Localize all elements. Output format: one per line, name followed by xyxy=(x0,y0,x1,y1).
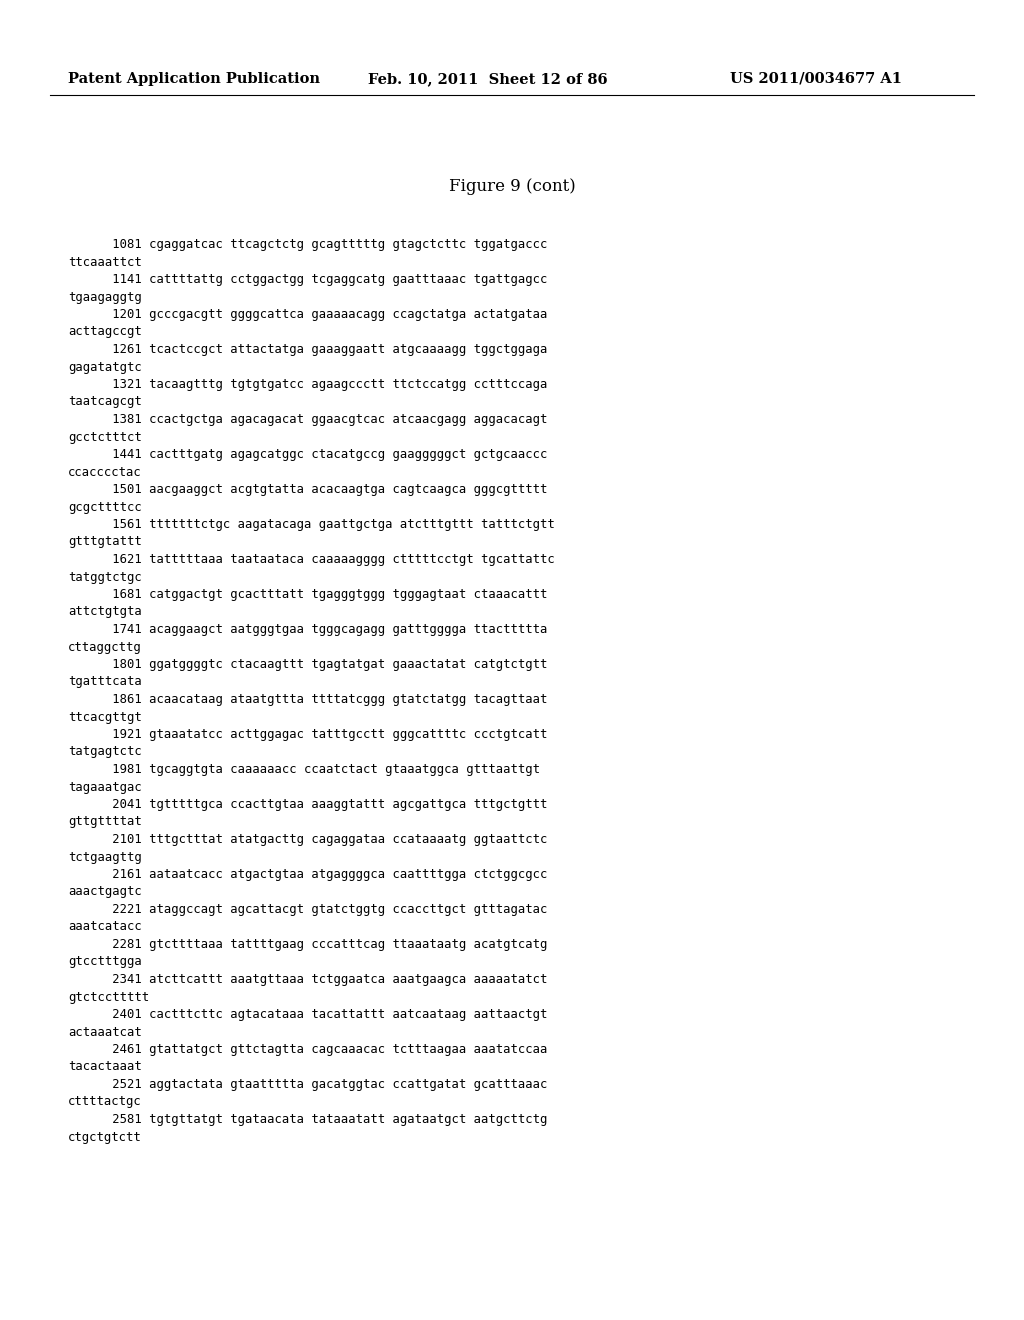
Text: 1621 tatttttaaa taataataca caaaaagggg ctttttcctgt tgcattattc: 1621 tatttttaaa taataataca caaaaagggg ct… xyxy=(68,553,555,566)
Text: aaatcatacc: aaatcatacc xyxy=(68,920,141,933)
Text: 2581 tgtgttatgt tgataacata tataaatatt agataatgct aatgcttctg: 2581 tgtgttatgt tgataacata tataaatatt ag… xyxy=(68,1113,548,1126)
Text: 2221 ataggccagt agcattacgt gtatctggtg ccaccttgct gtttagatac: 2221 ataggccagt agcattacgt gtatctggtg cc… xyxy=(68,903,548,916)
Text: actaaatcat: actaaatcat xyxy=(68,1026,141,1039)
Text: tctgaagttg: tctgaagttg xyxy=(68,850,141,863)
Text: 2521 aggtactata gtaattttta gacatggtac ccattgatat gcatttaaac: 2521 aggtactata gtaattttta gacatggtac cc… xyxy=(68,1078,548,1092)
Text: 1141 cattttattg cctggactgg tcgaggcatg gaatttaaac tgattgagcc: 1141 cattttattg cctggactgg tcgaggcatg ga… xyxy=(68,273,548,286)
Text: Figure 9 (cont): Figure 9 (cont) xyxy=(449,178,575,195)
Text: tatggtctgc: tatggtctgc xyxy=(68,570,141,583)
Text: 1981 tgcaggtgta caaaaaacc ccaatctact gtaaatggca gtttaattgt: 1981 tgcaggtgta caaaaaacc ccaatctact gta… xyxy=(68,763,540,776)
Text: 1081 cgaggatcac ttcagctctg gcagtttttg gtagctcttc tggatgaccc: 1081 cgaggatcac ttcagctctg gcagtttttg gt… xyxy=(68,238,548,251)
Text: ttcacgttgt: ttcacgttgt xyxy=(68,710,141,723)
Text: 1801 ggatggggtc ctacaagttt tgagtatgat gaaactatat catgtctgtt: 1801 ggatggggtc ctacaagttt tgagtatgat ga… xyxy=(68,657,548,671)
Text: aaactgagtc: aaactgagtc xyxy=(68,886,141,899)
Text: 1501 aacgaaggct acgtgtatta acacaagtga cagtcaagca gggcgttttt: 1501 aacgaaggct acgtgtatta acacaagtga ca… xyxy=(68,483,548,496)
Text: 1441 cactttgatg agagcatggc ctacatgccg gaagggggct gctgcaaccc: 1441 cactttgatg agagcatggc ctacatgccg ga… xyxy=(68,447,548,461)
Text: Patent Application Publication: Patent Application Publication xyxy=(68,73,319,86)
Text: taatcagcgt: taatcagcgt xyxy=(68,396,141,408)
Text: attctgtgta: attctgtgta xyxy=(68,606,141,619)
Text: 2101 tttgctttat atatgacttg cagaggataa ccataaaatg ggtaattctc: 2101 tttgctttat atatgacttg cagaggataa cc… xyxy=(68,833,548,846)
Text: tatgagtctc: tatgagtctc xyxy=(68,746,141,759)
Text: 2401 cactttcttc agtacataaa tacattattt aatcaataag aattaactgt: 2401 cactttcttc agtacataaa tacattattt aa… xyxy=(68,1008,548,1020)
Text: 2161 aataatcacc atgactgtaa atgaggggca caattttgga ctctggcgcc: 2161 aataatcacc atgactgtaa atgaggggca ca… xyxy=(68,869,548,880)
Text: ccacccctac: ccacccctac xyxy=(68,466,141,479)
Text: ctgctgtctt: ctgctgtctt xyxy=(68,1130,141,1143)
Text: 2461 gtattatgct gttctagtta cagcaaacac tctttaagaa aaatatccaa: 2461 gtattatgct gttctagtta cagcaaacac tc… xyxy=(68,1043,548,1056)
Text: gtcctttgga: gtcctttgga xyxy=(68,956,141,969)
Text: 1201 gcccgacgtt ggggcattca gaaaaacagg ccagctatga actatgataa: 1201 gcccgacgtt ggggcattca gaaaaacagg cc… xyxy=(68,308,548,321)
Text: US 2011/0034677 A1: US 2011/0034677 A1 xyxy=(730,73,902,86)
Text: gtctccttttt: gtctccttttt xyxy=(68,990,150,1003)
Text: 1921 gtaaatatcc acttggagac tatttgcctt gggcattttc ccctgtcatt: 1921 gtaaatatcc acttggagac tatttgcctt gg… xyxy=(68,729,548,741)
Text: cttttactgc: cttttactgc xyxy=(68,1096,141,1109)
Text: 1381 ccactgctga agacagacat ggaacgtcac atcaacgagg aggacacagt: 1381 ccactgctga agacagacat ggaacgtcac at… xyxy=(68,413,548,426)
Text: gcgcttttcc: gcgcttttcc xyxy=(68,500,141,513)
Text: gagatatgtc: gagatatgtc xyxy=(68,360,141,374)
Text: cttaggcttg: cttaggcttg xyxy=(68,640,141,653)
Text: 1321 tacaagtttg tgtgtgatcc agaagccctt ttctccatgg cctttccaga: 1321 tacaagtttg tgtgtgatcc agaagccctt tt… xyxy=(68,378,548,391)
Text: 2341 atcttcattt aaatgttaaa tctggaatca aaatgaagca aaaaatatct: 2341 atcttcattt aaatgttaaa tctggaatca aa… xyxy=(68,973,548,986)
Text: Feb. 10, 2011  Sheet 12 of 86: Feb. 10, 2011 Sheet 12 of 86 xyxy=(368,73,607,86)
Text: 2281 gtcttttaaa tattttgaag cccatttcag ttaaataatg acatgtcatg: 2281 gtcttttaaa tattttgaag cccatttcag tt… xyxy=(68,939,548,950)
Text: ttcaaattct: ttcaaattct xyxy=(68,256,141,268)
Text: tagaaatgac: tagaaatgac xyxy=(68,780,141,793)
Text: tgatttcata: tgatttcata xyxy=(68,676,141,689)
Text: tacactaaat: tacactaaat xyxy=(68,1060,141,1073)
Text: acttagccgt: acttagccgt xyxy=(68,326,141,338)
Text: 1561 tttttttctgc aagatacaga gaattgctga atctttgttt tatttctgtt: 1561 tttttttctgc aagatacaga gaattgctga a… xyxy=(68,517,555,531)
Text: 1861 acaacataag ataatgttta ttttatcggg gtatctatgg tacagttaat: 1861 acaacataag ataatgttta ttttatcggg gt… xyxy=(68,693,548,706)
Text: gtttgtattt: gtttgtattt xyxy=(68,536,141,549)
Text: gcctctttct: gcctctttct xyxy=(68,430,141,444)
Text: 1741 acaggaagct aatgggtgaa tgggcagagg gatttgggga ttacttttta: 1741 acaggaagct aatgggtgaa tgggcagagg ga… xyxy=(68,623,548,636)
Text: 2041 tgtttttgca ccacttgtaa aaaggtattt agcgattgca tttgctgttt: 2041 tgtttttgca ccacttgtaa aaaggtattt ag… xyxy=(68,799,548,810)
Text: gttgttttat: gttgttttat xyxy=(68,816,141,829)
Text: tgaagaggtg: tgaagaggtg xyxy=(68,290,141,304)
Text: 1261 tcactccgct attactatga gaaaggaatt atgcaaaagg tggctggaga: 1261 tcactccgct attactatga gaaaggaatt at… xyxy=(68,343,548,356)
Text: 1681 catggactgt gcactttatt tgagggtggg tgggagtaat ctaaacattt: 1681 catggactgt gcactttatt tgagggtggg tg… xyxy=(68,587,548,601)
